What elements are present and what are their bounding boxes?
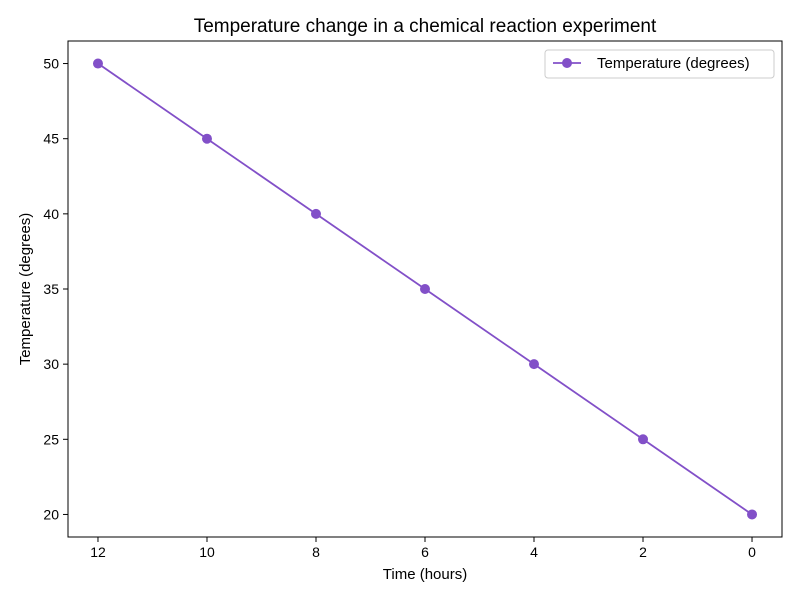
x-tick-label: 2	[639, 544, 647, 560]
data-point	[529, 359, 540, 370]
data-point	[92, 58, 103, 69]
x-tick-label: 0	[748, 544, 756, 560]
x-tick-label: 10	[199, 544, 215, 560]
data-point	[638, 434, 649, 445]
x-tick-label: 8	[312, 544, 320, 560]
x-tick-label: 6	[421, 544, 429, 560]
x-tick-label: 12	[90, 544, 106, 560]
y-tick-label: 20	[43, 506, 59, 522]
data-point	[201, 133, 212, 144]
y-tick-label: 35	[43, 281, 59, 297]
x-tick-label: 4	[530, 544, 538, 560]
legend: Temperature (degrees)	[544, 49, 775, 79]
legend-frame	[544, 49, 775, 79]
chart-title: Temperature change in a chemical reactio…	[194, 16, 657, 37]
data-point	[420, 284, 430, 294]
y-tick-label: 45	[43, 131, 59, 147]
y-tick-label: 50	[43, 56, 59, 72]
y-tick-label: 40	[43, 206, 59, 222]
x-axis-label: Time (hours)	[383, 566, 467, 583]
data-point	[310, 208, 321, 219]
y-tick-label: 30	[43, 356, 59, 372]
y-tick-label: 25	[43, 431, 59, 447]
y-axis-label: Temperature (degrees)	[17, 213, 34, 366]
legend-marker-swatch	[562, 58, 572, 68]
legend-entry-label: Temperature (degrees)	[597, 55, 750, 72]
data-point	[747, 509, 758, 520]
